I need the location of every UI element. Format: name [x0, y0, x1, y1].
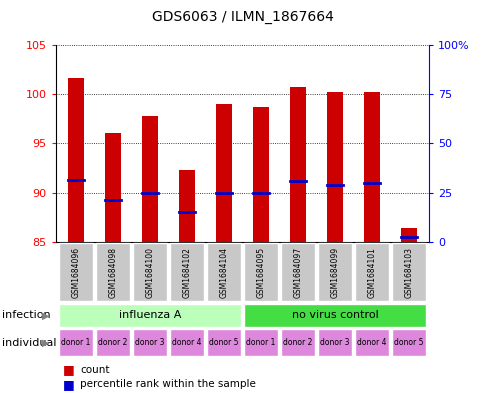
Text: GSM1684104: GSM1684104 [219, 247, 228, 298]
Text: GSM1684097: GSM1684097 [293, 246, 302, 298]
FancyBboxPatch shape [280, 329, 315, 356]
FancyBboxPatch shape [95, 243, 130, 301]
Bar [289, 87, 306, 242]
FancyBboxPatch shape [280, 243, 315, 301]
FancyBboxPatch shape [169, 329, 204, 356]
FancyBboxPatch shape [391, 243, 425, 301]
FancyBboxPatch shape [243, 304, 425, 327]
FancyBboxPatch shape [317, 243, 351, 301]
Text: donor 5: donor 5 [209, 338, 238, 347]
FancyBboxPatch shape [59, 304, 241, 327]
FancyBboxPatch shape [133, 329, 167, 356]
Text: GSM1684098: GSM1684098 [108, 247, 117, 298]
FancyBboxPatch shape [169, 243, 204, 301]
Bar [400, 228, 416, 242]
Bar [141, 116, 158, 242]
FancyBboxPatch shape [354, 329, 389, 356]
Text: donor 5: donor 5 [393, 338, 423, 347]
FancyBboxPatch shape [206, 243, 241, 301]
Bar [68, 77, 84, 242]
Text: ■: ■ [63, 364, 75, 376]
Text: donor 3: donor 3 [319, 338, 349, 347]
Bar [363, 92, 379, 242]
Text: GDS6063 / ILMN_1867664: GDS6063 / ILMN_1867664 [151, 10, 333, 24]
Text: donor 4: donor 4 [172, 338, 201, 347]
FancyBboxPatch shape [59, 329, 93, 356]
Text: donor 2: donor 2 [98, 338, 127, 347]
FancyBboxPatch shape [243, 243, 278, 301]
Bar [105, 132, 121, 242]
Text: GSM1684103: GSM1684103 [404, 247, 412, 298]
Text: no virus control: no virus control [291, 310, 378, 320]
Text: donor 4: donor 4 [356, 338, 386, 347]
Text: influenza A: influenza A [119, 310, 181, 320]
Text: donor 3: donor 3 [135, 338, 165, 347]
Bar [178, 170, 195, 242]
FancyBboxPatch shape [95, 329, 130, 356]
FancyBboxPatch shape [317, 329, 351, 356]
Text: ▶: ▶ [42, 310, 50, 320]
Text: GSM1684102: GSM1684102 [182, 247, 191, 298]
Text: donor 1: donor 1 [61, 338, 91, 347]
FancyBboxPatch shape [59, 243, 93, 301]
Text: GSM1684100: GSM1684100 [145, 247, 154, 298]
FancyBboxPatch shape [391, 329, 425, 356]
Text: infection: infection [2, 310, 51, 320]
Bar [215, 104, 232, 242]
Text: GSM1684096: GSM1684096 [72, 246, 80, 298]
Text: percentile rank within the sample: percentile rank within the sample [80, 379, 256, 389]
Bar [252, 107, 269, 242]
Text: count: count [80, 365, 109, 375]
Text: GSM1684101: GSM1684101 [367, 247, 376, 298]
FancyBboxPatch shape [354, 243, 389, 301]
Text: individual: individual [2, 338, 57, 348]
Text: GSM1684099: GSM1684099 [330, 246, 339, 298]
Text: ■: ■ [63, 378, 75, 391]
Text: donor 1: donor 1 [246, 338, 275, 347]
Bar [326, 92, 343, 242]
Text: donor 2: donor 2 [283, 338, 312, 347]
Text: ▶: ▶ [42, 338, 50, 348]
FancyBboxPatch shape [133, 243, 167, 301]
FancyBboxPatch shape [206, 329, 241, 356]
FancyBboxPatch shape [243, 329, 278, 356]
Text: GSM1684095: GSM1684095 [256, 246, 265, 298]
